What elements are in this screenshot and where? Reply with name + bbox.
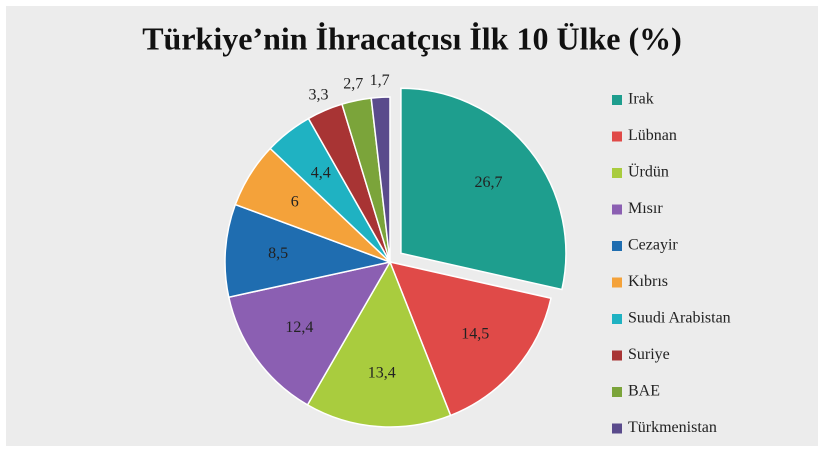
data-label: 8,5: [268, 245, 288, 262]
pie-slice: [227, 260, 392, 406]
legend-label: Suriye: [628, 346, 670, 363]
legend-swatch: [612, 277, 622, 288]
legend-label: Ürdün: [628, 163, 669, 181]
data-label: 26,7: [475, 174, 503, 191]
legend-swatch: [612, 314, 622, 324]
pie-slice: [224, 203, 393, 299]
pie-slice: [306, 260, 452, 428]
pie-slice: [400, 87, 567, 291]
legend-swatch: [612, 204, 622, 215]
data-label: 12,4: [285, 319, 313, 336]
legend-swatch: [612, 95, 622, 105]
pie-slice: [388, 260, 552, 417]
data-label: 6: [291, 193, 299, 210]
legend-label: Cezayir: [628, 237, 678, 254]
legend-swatch: [612, 241, 622, 251]
legend-swatch: [612, 350, 622, 361]
data-label: 13,4: [368, 365, 396, 382]
legend-swatch: [612, 423, 622, 434]
chart-title: Türkiye’nin İhracatçısı İlk 10 Ülke (%): [142, 20, 682, 56]
data-label: 3,3: [308, 86, 328, 103]
legend-label: Irak: [628, 91, 654, 108]
legend-label: Türkmenistan: [628, 419, 717, 436]
legend-label: Suudi Arabistan: [628, 310, 731, 327]
data-label: 14,5: [461, 326, 489, 343]
data-label: 1,7: [370, 72, 390, 89]
legend-label: BAE: [628, 383, 660, 400]
legend-swatch: [612, 387, 622, 397]
pie-slice: [370, 96, 391, 263]
legend-label: Mısır: [628, 200, 663, 217]
legend-label: Lübnan: [628, 127, 677, 144]
data-label: 2,7: [343, 75, 363, 92]
legend-swatch: [612, 168, 622, 178]
legend-swatch: [612, 131, 622, 142]
legend-label: Kıbrıs: [628, 273, 668, 290]
data-label: 4,4: [311, 164, 331, 181]
